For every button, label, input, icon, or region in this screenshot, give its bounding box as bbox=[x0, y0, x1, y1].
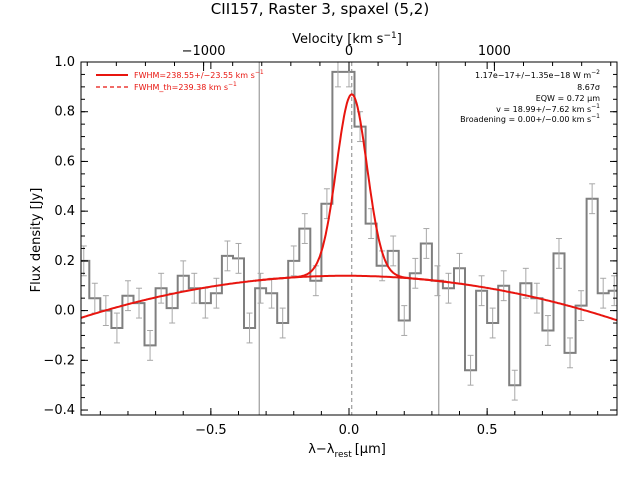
y-tick-label: 0.4 bbox=[54, 204, 75, 219]
y-tick-label: 1.0 bbox=[54, 55, 75, 70]
annotation-broadening-text: Broadening = 0.00+/−0.00 km s bbox=[460, 115, 591, 124]
legend-label-fwhm-sup: −1 bbox=[255, 69, 264, 76]
legend-label-fwhm-th: FWHM_th=239.38 km s−1 bbox=[134, 81, 237, 92]
top-tick-label: 1000 bbox=[478, 44, 511, 59]
gaussian-fit-th-curve bbox=[255, 93, 449, 283]
y-tick-label: 0.6 bbox=[54, 154, 75, 169]
x-axis-title-main: λ−λ bbox=[308, 442, 335, 457]
y-tick-label: 0.0 bbox=[54, 304, 75, 319]
annotation-sigma: 8.67σ bbox=[577, 83, 600, 92]
legend-label-fwhm-th-sup: −1 bbox=[228, 81, 237, 88]
legend-label-fwhm-th-text: FWHM_th=239.38 km s bbox=[134, 83, 228, 92]
fit-annotations: 1.17e−17+/−1.35e−18 W m−2 8.67σ EQW = 0.… bbox=[460, 69, 600, 124]
x-axis-title-unit: [μm] bbox=[355, 442, 386, 457]
y-tick-label: 0.2 bbox=[54, 254, 75, 269]
x-tick-label: 0.5 bbox=[477, 423, 498, 438]
annotation-velocity: v = 18.99+/−7.62 km s−1 bbox=[496, 103, 600, 114]
top-tick-label: −1000 bbox=[182, 44, 226, 59]
y-axis-title: Flux density [Jy] bbox=[29, 188, 44, 293]
legend-label-fwhm-text: FWHM=238.55+/−23.55 km s bbox=[134, 71, 255, 80]
top-tick-label: 0 bbox=[345, 44, 353, 59]
axes: −0.5 0.0 0.5 −0.4 −0.2 0.0 0.2 0.4 0.6 0.8 1.0 −100… bbox=[43, 44, 618, 438]
x-axis-title-sub: rest bbox=[334, 450, 352, 460]
y-tick-label: 0.8 bbox=[54, 105, 75, 120]
annotation-flux-sup: −2 bbox=[591, 69, 600, 76]
baseline-fit-curve bbox=[81, 274, 617, 322]
x-tick-label: −0.5 bbox=[195, 423, 227, 438]
x-axis-title: λ−λrest [μm] bbox=[308, 442, 386, 460]
annotation-flux-text: 1.17e−17+/−1.35e−18 W m bbox=[475, 71, 591, 80]
x-tick-label: 0.0 bbox=[339, 423, 360, 438]
plot-area bbox=[81, 62, 617, 415]
spectrum-histogram bbox=[81, 70, 617, 387]
top-axis-title-sup: −1 bbox=[383, 31, 396, 41]
legend-label-fwhm: FWHM=238.55+/−23.55 km s−1 bbox=[134, 69, 264, 80]
chart-title: CII157, Raster 3, spaxel (5,2) bbox=[211, 0, 429, 18]
annotation-velocity-sup: −1 bbox=[591, 103, 600, 110]
top-axis-title-main: Velocity [km s bbox=[292, 32, 384, 47]
y-tick-label: −0.4 bbox=[43, 403, 75, 418]
annotation-flux: 1.17e−17+/−1.35e−18 W m−2 bbox=[475, 69, 600, 80]
y-tick-label: −0.2 bbox=[43, 353, 75, 368]
top-axis-title-end: ] bbox=[397, 32, 402, 47]
annotation-broadening: Broadening = 0.00+/−0.00 km s−1 bbox=[460, 113, 600, 124]
annotation-broadening-sup: −1 bbox=[591, 113, 600, 120]
annotation-eqw: EQW = 0.72 μm bbox=[536, 94, 600, 103]
top-axis-title: Velocity [km s−1] bbox=[292, 31, 402, 47]
legend: FWHM=238.55+/−23.55 km s−1 FWHM_th=239.3… bbox=[96, 69, 264, 92]
annotation-velocity-text: v = 18.99+/−7.62 km s bbox=[496, 105, 591, 114]
